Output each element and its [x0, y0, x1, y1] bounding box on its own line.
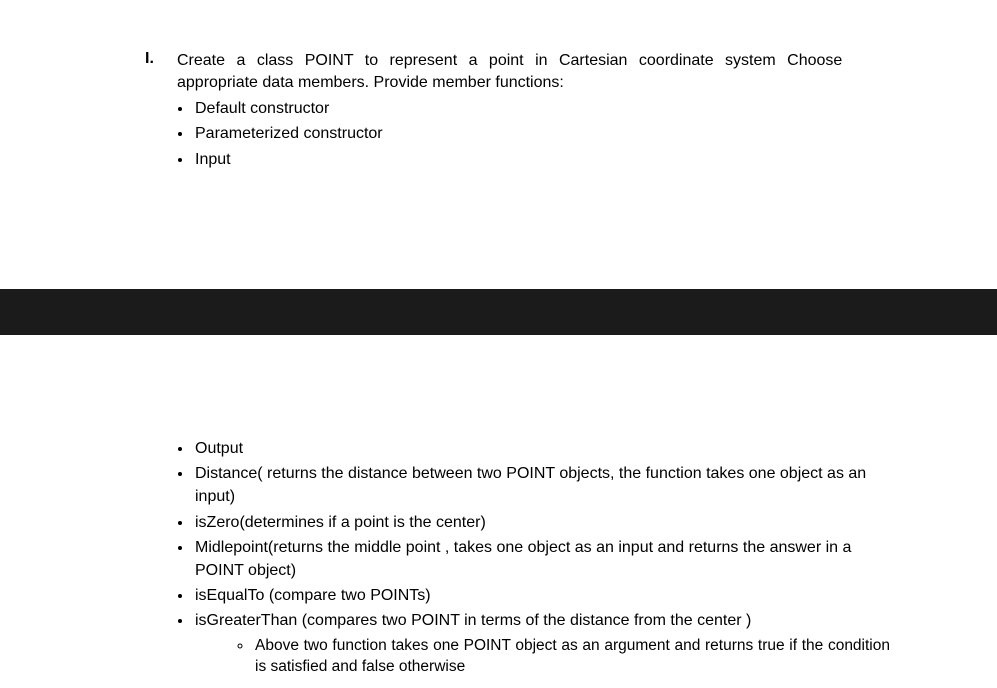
list-item: Input [193, 148, 890, 171]
list-item: Default constructor [193, 97, 890, 120]
list-item: isGreaterThan (compares two POINT in ter… [193, 609, 890, 678]
sub-list-item: Above two function takes one POINT objec… [253, 635, 890, 678]
page-divider-bar [0, 289, 997, 335]
list-item: isZero(determines if a point is the cent… [193, 511, 890, 534]
roman-text-line1: Create a class POINT to represent a poin… [177, 50, 842, 72]
roman-text-line2: appropriate data members. Provide member… [177, 74, 564, 91]
roman-marker: I. [145, 50, 177, 68]
list-item: Parameterized constructor [193, 122, 890, 145]
list-item: Midlepoint(returns the middle point , ta… [193, 536, 890, 582]
top-section: I. Create a class POINT to represent a p… [145, 50, 890, 173]
bottom-bullet-list: Output Distance( returns the distance be… [145, 437, 890, 678]
numbered-item: I. Create a class POINT to represent a p… [145, 50, 890, 93]
sub-bullet-list: Above two function takes one POINT objec… [195, 635, 890, 678]
top-bullet-list: Default constructor Parameterized constr… [145, 97, 890, 171]
roman-text: Create a class POINT to represent a poin… [177, 50, 842, 93]
document-page: I. Create a class POINT to represent a p… [0, 0, 997, 688]
list-item: isEqualTo (compare two POINTs) [193, 584, 890, 607]
list-item: Distance( returns the distance between t… [193, 462, 890, 508]
list-item-text: isGreaterThan (compares two POINT in ter… [195, 612, 751, 629]
list-item: Output [193, 437, 890, 460]
bottom-section: Output Distance( returns the distance be… [145, 435, 890, 680]
